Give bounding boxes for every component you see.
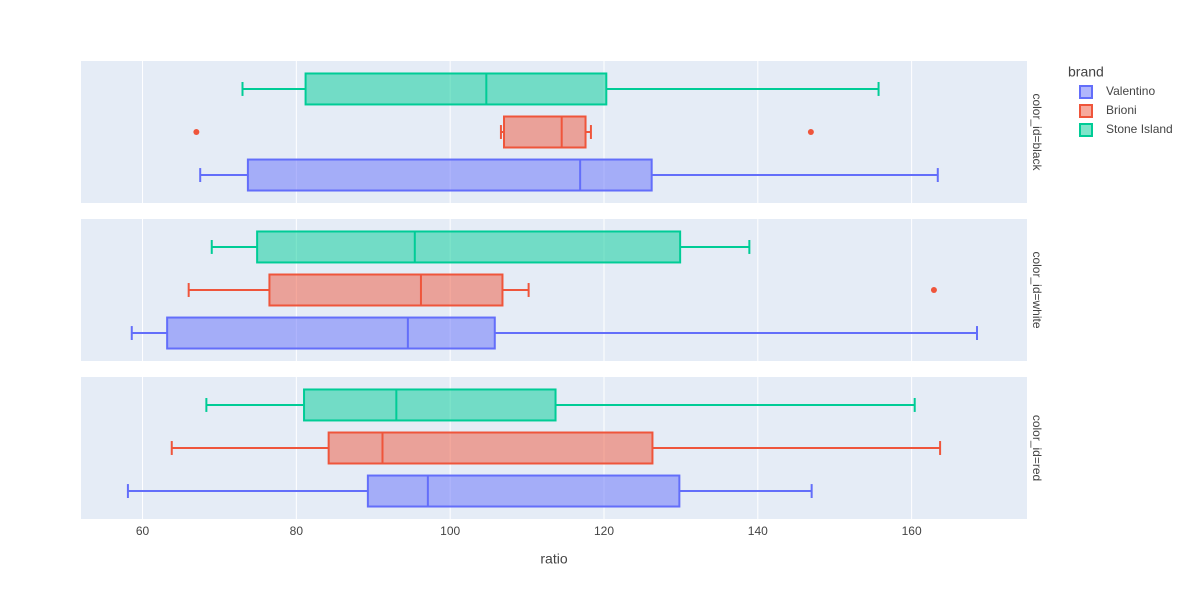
x-tick-label: 80 bbox=[290, 524, 304, 538]
box-valentino bbox=[126, 474, 813, 508]
legend-label: Stone Island bbox=[1106, 122, 1173, 136]
x-tick-label: 140 bbox=[748, 524, 768, 538]
legend-swatch bbox=[1079, 85, 1093, 99]
box-valentino bbox=[130, 316, 979, 350]
box-stone-island bbox=[241, 72, 880, 106]
legend-title: brand bbox=[1068, 64, 1104, 80]
outlier-point bbox=[930, 287, 937, 293]
legend-swatch bbox=[1079, 123, 1093, 137]
box-brioni bbox=[193, 115, 814, 149]
x-axis-title: ratio bbox=[540, 551, 567, 567]
box-brioni bbox=[187, 273, 937, 307]
facet-panel-1: color_id=white bbox=[81, 219, 1044, 361]
box-iqr bbox=[503, 115, 587, 149]
x-tick-label: 120 bbox=[594, 524, 614, 538]
box-stone-island bbox=[210, 230, 751, 264]
box-iqr bbox=[256, 230, 682, 264]
box-iqr bbox=[166, 316, 496, 350]
x-tick-label: 160 bbox=[902, 524, 922, 538]
legend-label: Brioni bbox=[1106, 103, 1137, 117]
box-iqr bbox=[304, 72, 608, 106]
facet-label: color_id=red bbox=[1030, 415, 1044, 481]
box-iqr bbox=[246, 158, 653, 192]
outlier-point bbox=[807, 129, 814, 135]
facet-label: color_id=black bbox=[1030, 93, 1044, 171]
outlier-point bbox=[193, 129, 200, 135]
legend-swatch bbox=[1079, 104, 1093, 118]
box-valentino bbox=[199, 158, 939, 192]
box-iqr bbox=[366, 474, 681, 508]
box-stone-island bbox=[205, 388, 916, 422]
legend-item: Valentino bbox=[1079, 84, 1155, 99]
box-iqr bbox=[303, 388, 557, 422]
facet-panel-2: color_id=red bbox=[81, 377, 1044, 519]
legend-item: Brioni bbox=[1079, 103, 1137, 118]
box-iqr bbox=[327, 431, 654, 465]
facet-label: color_id=white bbox=[1030, 251, 1044, 328]
box-iqr bbox=[268, 273, 504, 307]
facet-panel-0: color_id=black bbox=[81, 61, 1044, 203]
x-tick-label: 100 bbox=[440, 524, 460, 538]
legend-label: Valentino bbox=[1106, 84, 1155, 98]
x-tick-label: 60 bbox=[136, 524, 150, 538]
box-brioni bbox=[170, 431, 942, 465]
legend-item: Stone Island bbox=[1079, 122, 1173, 137]
